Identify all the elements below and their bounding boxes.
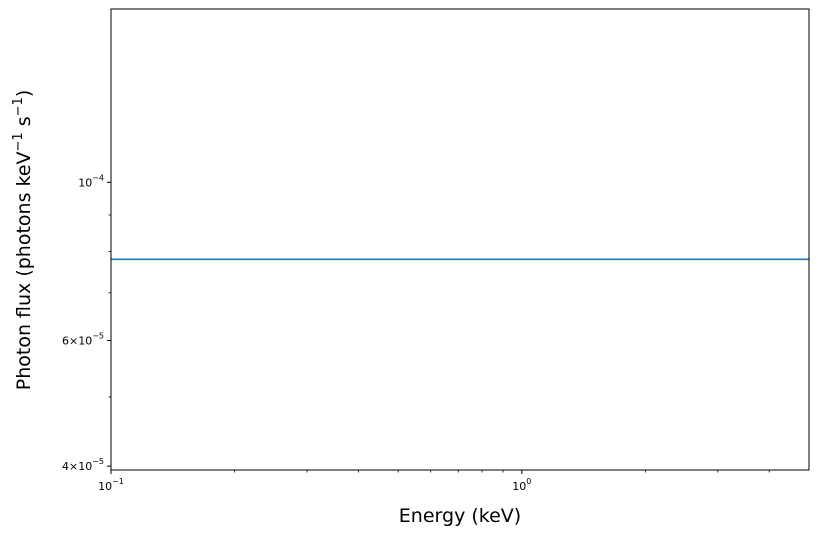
y-axis-title-exp2: −1 bbox=[11, 97, 26, 116]
y-axis-title-middle: s bbox=[13, 116, 35, 132]
y-tick-label: 4×10−5 bbox=[62, 457, 104, 473]
y-tick-label: 6×10−5 bbox=[62, 332, 104, 348]
y-tick-label: 10−4 bbox=[78, 173, 104, 189]
plot-area-frame bbox=[110, 8, 810, 471]
x-tick-label: 100 bbox=[512, 477, 531, 493]
x-tick-label: 10−1 bbox=[98, 477, 124, 493]
ticks-layer: 10−1 100 10−4 6×10−5 4×10−5 bbox=[62, 173, 770, 493]
x-axis-title: Energy (keV) bbox=[399, 505, 521, 527]
y-axis-title: Photon flux (photons keV−1 s−1) bbox=[11, 90, 35, 391]
y-axis-title-exp1: −1 bbox=[11, 132, 26, 151]
y-axis-title-prefix: Photon flux (photons keV bbox=[13, 151, 35, 390]
y-axis-title-suffix: ) bbox=[13, 90, 35, 97]
